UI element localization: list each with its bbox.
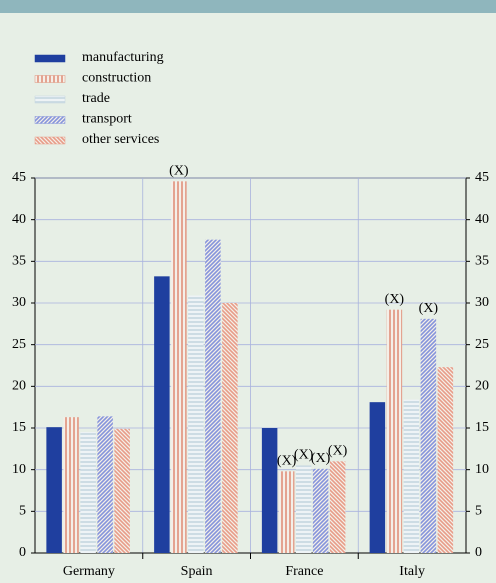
bar bbox=[261, 428, 278, 553]
x-tick-label: Germany bbox=[63, 564, 115, 579]
y-tick-label: 15 bbox=[12, 420, 26, 435]
x-tick-label: Italy bbox=[399, 564, 425, 579]
legend-label: trade bbox=[82, 91, 110, 106]
y2-tick-label: 35 bbox=[475, 254, 489, 269]
y-tick-label: 40 bbox=[12, 212, 26, 227]
bar bbox=[278, 471, 295, 553]
y-tick-label: 25 bbox=[12, 337, 26, 352]
bar bbox=[171, 181, 187, 554]
value-label: (X) bbox=[311, 451, 331, 466]
bar bbox=[154, 276, 170, 553]
value-label: (X) bbox=[385, 292, 405, 307]
legend-swatch bbox=[34, 95, 66, 104]
y2-tick-label: 45 bbox=[475, 170, 489, 185]
y-tick-label: 0 bbox=[19, 545, 26, 560]
y2-tick-label: 25 bbox=[475, 337, 489, 352]
y2-tick-label: 15 bbox=[475, 420, 489, 435]
value-label: (X) bbox=[277, 454, 297, 469]
y2-tick-label: 0 bbox=[475, 545, 482, 560]
bar bbox=[295, 465, 312, 553]
bar bbox=[437, 367, 454, 553]
y-tick-label: 35 bbox=[12, 254, 26, 269]
bar bbox=[312, 468, 329, 553]
legend-label: transport bbox=[82, 112, 132, 127]
value-label: (X) bbox=[328, 444, 348, 459]
y2-tick-label: 40 bbox=[475, 212, 489, 227]
bar bbox=[403, 399, 420, 553]
value-label: (X) bbox=[294, 448, 314, 463]
bar bbox=[97, 416, 113, 553]
x-tick-label: France bbox=[285, 564, 323, 579]
y2-tick-label: 10 bbox=[475, 462, 489, 477]
y-tick-label: 5 bbox=[19, 504, 26, 519]
legend-label: manufacturing bbox=[82, 50, 164, 65]
y-tick-label: 10 bbox=[12, 462, 26, 477]
value-label: (X) bbox=[169, 164, 189, 179]
bar bbox=[369, 402, 386, 553]
y2-tick-label: 5 bbox=[475, 504, 482, 519]
bar bbox=[205, 239, 221, 553]
legend-label: other services bbox=[82, 132, 159, 147]
bar bbox=[46, 427, 62, 553]
x-tick-label: Spain bbox=[181, 564, 213, 579]
legend-label: construction bbox=[82, 71, 151, 86]
legend-swatch bbox=[34, 75, 66, 83]
top-band bbox=[0, 0, 496, 13]
value-label: (X) bbox=[419, 301, 439, 316]
bar bbox=[386, 309, 403, 553]
y-tick-label: 20 bbox=[12, 379, 26, 394]
y-tick-label: 30 bbox=[12, 295, 26, 310]
legend-swatch bbox=[34, 116, 66, 124]
bar bbox=[420, 318, 437, 553]
y-tick-label: 45 bbox=[12, 170, 26, 185]
bar bbox=[63, 417, 79, 553]
bar bbox=[114, 428, 130, 553]
bar bbox=[80, 432, 96, 553]
y2-tick-label: 20 bbox=[475, 379, 489, 394]
bar bbox=[188, 295, 204, 553]
legend-swatch bbox=[34, 136, 66, 145]
y2-tick-label: 30 bbox=[475, 295, 489, 310]
bar bbox=[222, 303, 238, 553]
legend-swatch bbox=[34, 54, 66, 63]
bar bbox=[329, 461, 346, 553]
